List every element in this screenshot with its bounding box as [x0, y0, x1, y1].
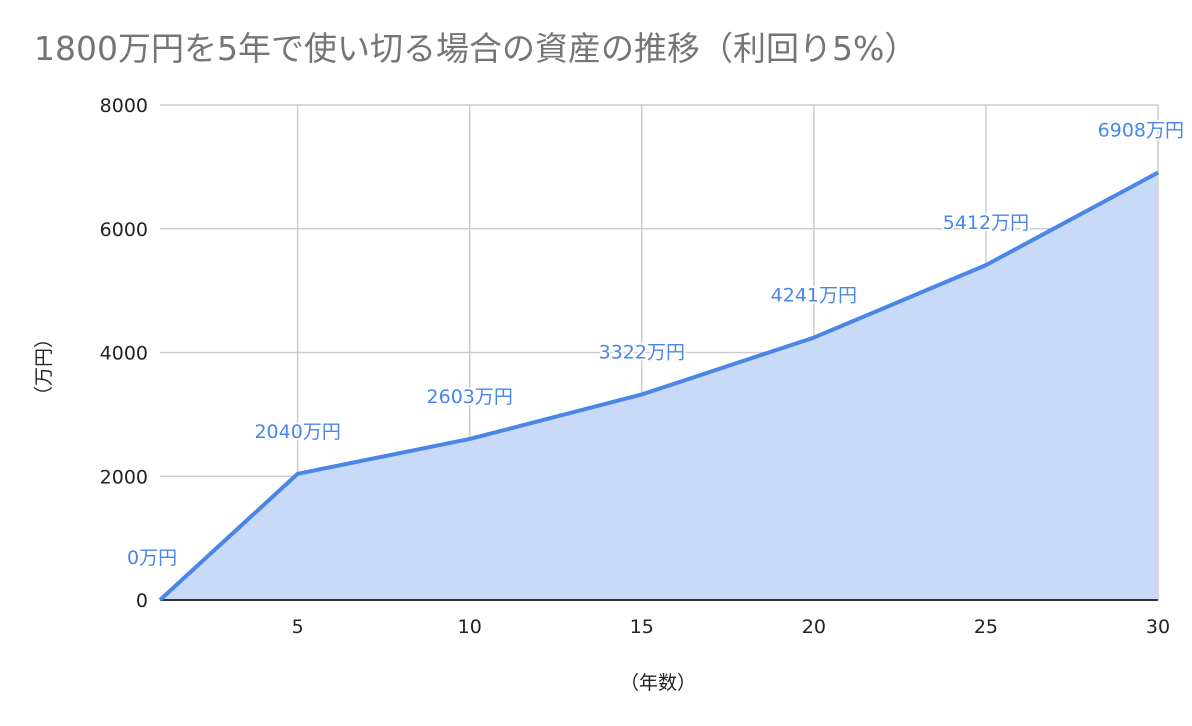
x-tick-label: 15 — [630, 616, 654, 638]
y-tick-label: 4000 — [100, 343, 148, 365]
data-label: 4241万円 — [771, 285, 857, 307]
x-axis-title: （年数） — [620, 672, 696, 694]
data-label: 2040万円 — [254, 421, 340, 443]
y-tick-label: 0 — [136, 590, 148, 612]
x-tick-label: 10 — [458, 616, 482, 638]
series-line — [158, 170, 1159, 602]
x-axis-ticks: 5 10 15 20 25 30 — [292, 616, 1170, 638]
data-labels: 0万円 2040万円 2603万円 3322万円 4241万円 5412万円 6908万円 — [125, 118, 1186, 571]
data-label: 6908万円 — [1098, 120, 1184, 142]
y-tick-label: 2000 — [100, 466, 148, 488]
y-tick-label: 8000 — [100, 95, 148, 117]
data-label: 2603万円 — [427, 386, 513, 408]
x-tick-label: 25 — [974, 616, 998, 638]
x-tick-label: 30 — [1146, 616, 1170, 638]
chart-title: 1800万円を5年で使い切る場合の資産の推移（利回り5%） — [34, 29, 918, 68]
data-label: 3322万円 — [599, 341, 685, 363]
x-tick-label: 20 — [802, 616, 826, 638]
series-area-fill — [160, 172, 1158, 600]
x-tick-label: 5 — [292, 616, 304, 638]
data-label: 5412万円 — [943, 212, 1029, 234]
y-axis-ticks: 0 2000 4000 6000 8000 — [100, 95, 148, 612]
data-label: 0万円 — [127, 547, 177, 569]
y-axis-title: （万円） — [33, 329, 55, 405]
y-tick-label: 6000 — [100, 219, 148, 241]
